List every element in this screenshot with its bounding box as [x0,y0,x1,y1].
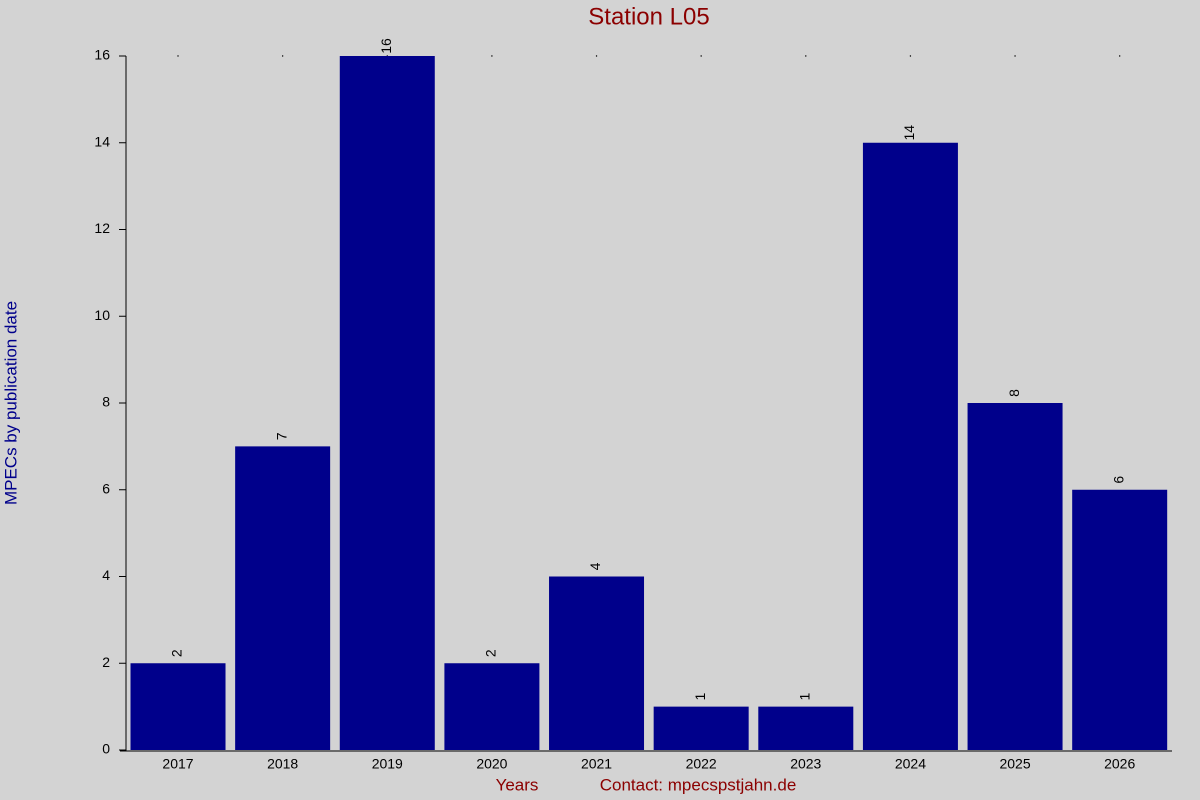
y-tick-label: 10 [94,307,110,323]
top-dot [491,55,493,57]
top-dot [1118,55,1121,57]
value-label: 2 [169,649,185,657]
y-tick-label: 0 [102,741,110,757]
value-label: 14 [901,125,917,141]
x-tick-label: 2022 [686,756,717,772]
bar [967,403,1063,750]
y-tick-label: 16 [94,47,110,63]
bar [549,576,645,750]
y-tick-label: 12 [94,220,110,236]
bar [758,706,854,750]
value-label: 2 [483,649,499,657]
x-tick-label: 2020 [476,756,507,772]
y-axis-label: MPECs by publication date [1,301,20,505]
x-tick-label: 2018 [267,756,298,772]
value-label: 7 [273,432,289,440]
y-tick-label: 2 [102,654,110,670]
value-label: 1 [796,693,812,701]
top-dot [805,55,807,57]
x-tick-label: 2019 [372,756,403,772]
top-dot [700,55,702,57]
y-tick-label: 6 [102,480,110,496]
x-tick-label: 2021 [581,756,612,772]
value-label: 4 [587,562,603,570]
x-tick-label: 2024 [895,756,926,772]
value-label: 8 [1006,389,1022,397]
y-tick-label: 14 [94,133,110,149]
top-dot [595,55,598,57]
top-dot [177,55,179,57]
bar [235,446,331,750]
value-label: 6 [1110,476,1126,484]
bar [653,706,749,750]
x-tick-label: 2026 [1104,756,1135,772]
bar [130,663,226,750]
bar [444,663,540,750]
x-tick-label: 2023 [790,756,821,772]
bar [1072,489,1168,750]
y-tick-label: 8 [102,394,110,410]
value-label: 16 [378,38,394,54]
x-tick-label: 2025 [999,756,1030,772]
bar [339,56,435,750]
bar [862,142,958,750]
top-dot [909,55,912,57]
contact: Contact: mpecspstjahn.de [600,775,797,794]
y-tick-label: 4 [102,567,110,583]
x-axis-label: Years [496,775,539,794]
chart-title: Station L05 [588,3,709,30]
value-label: 1 [692,693,708,701]
top-dot [1014,55,1016,57]
x-tick-label: 2017 [162,756,193,772]
top-dot [281,55,284,57]
